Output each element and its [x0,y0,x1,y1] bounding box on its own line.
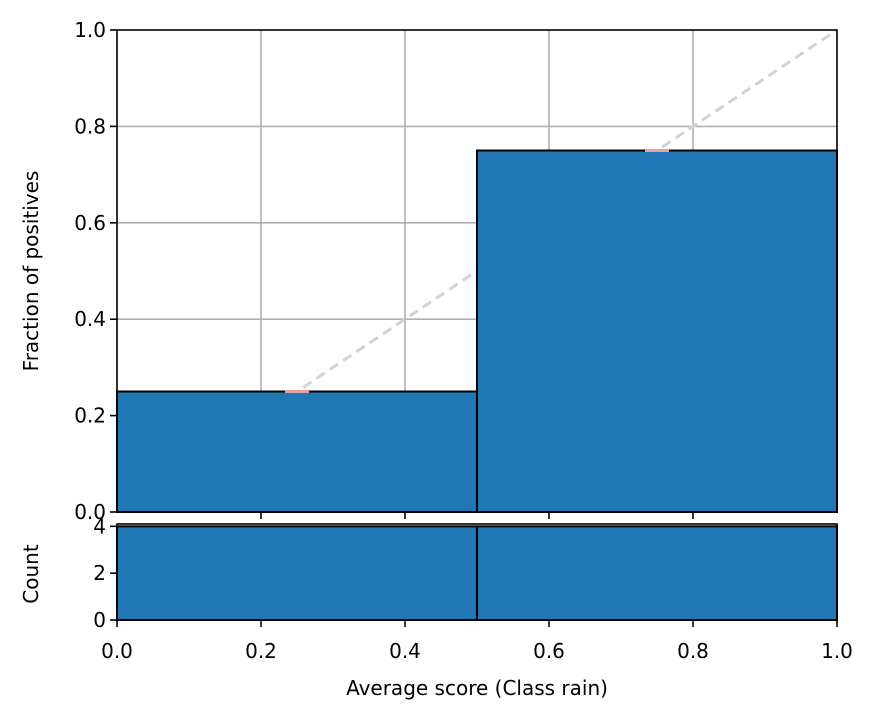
count-xtick-label-1: 0.2 [245,639,277,663]
reliability-ytick-label-1: 0.2 [74,404,106,428]
count-xtick-label-4: 0.8 [677,639,709,663]
count-xtick-label-0: 0.0 [101,639,133,663]
y-axis-label-count: Count [19,544,43,604]
reliability-bar-1 [476,149,838,513]
x-axis-label: Average score (Class rain) [346,676,608,700]
count-xtick-label-5: 1.0 [821,639,853,663]
count-bar-1 [476,525,838,622]
reliability-frame [116,29,838,513]
count-xtick-label-3: 0.6 [533,639,565,663]
count-ytick-label-2: 4 [93,514,106,538]
count-ytick-label-0: 0 [93,608,106,632]
count-xtick-label-2: 0.4 [389,639,421,663]
y-axis-label-fraction: Fraction of positives [19,171,43,372]
reliability-ytick-label-4: 0.8 [74,114,106,138]
reliability-bar-0 [116,390,478,513]
count-bar-0 [116,525,478,622]
reliability-ytick-label-2: 0.4 [74,307,106,331]
count-frame [116,523,838,621]
reliability-ytick-label-5: 1.0 [74,18,106,42]
reliability-panel: 0.0 0.2 0.4 0.6 0.8 1.0 [74,18,838,524]
reliability-ytick-label-3: 0.6 [74,211,106,235]
reliability-ytick-label-0: 0.0 [74,500,106,524]
count-ytick-label-1: 2 [93,561,106,585]
count-panel: 0 2 4 0.0 0.2 0.4 0.6 0.8 1.0 [93,514,853,663]
